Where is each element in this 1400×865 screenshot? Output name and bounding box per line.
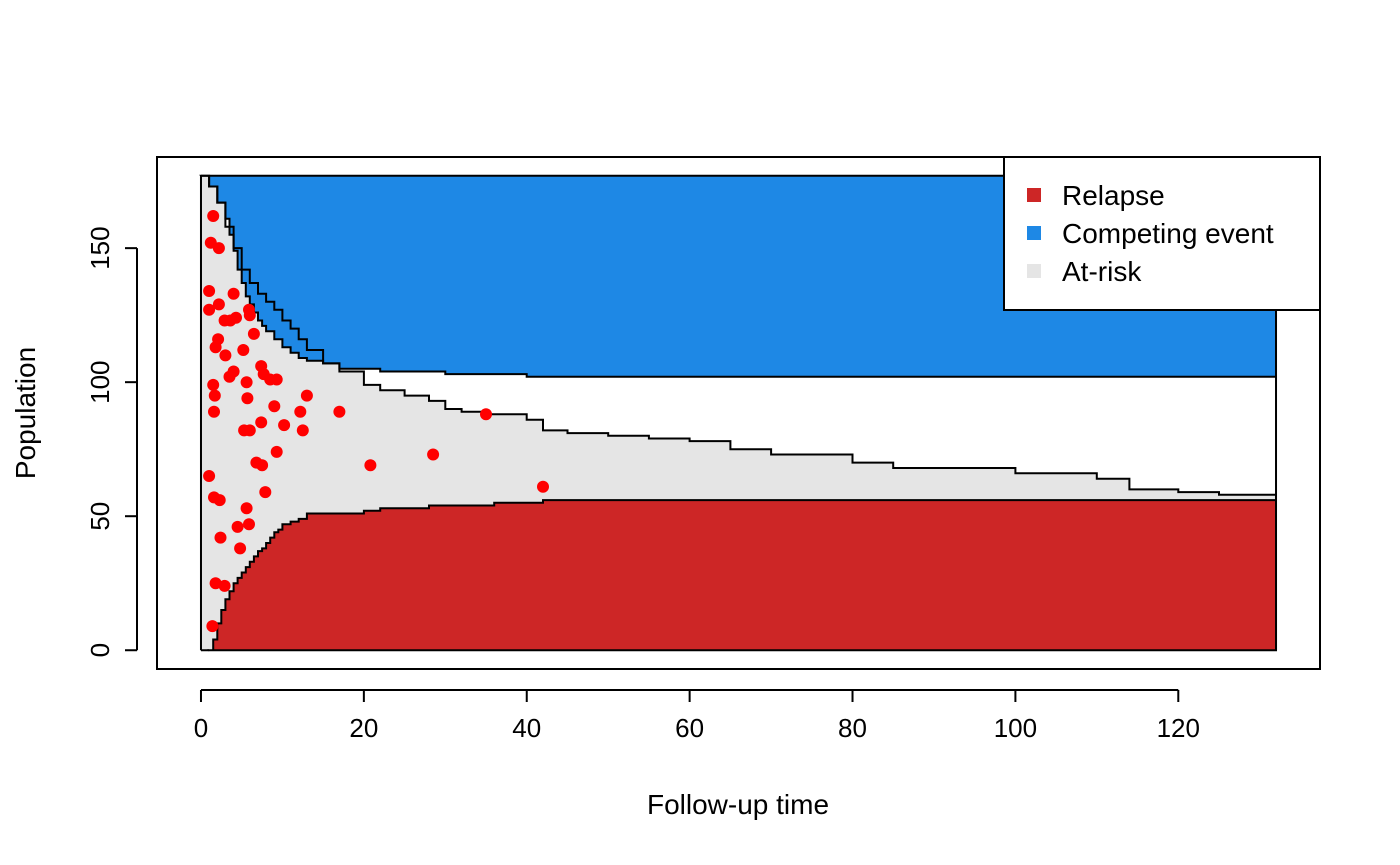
event-point (270, 373, 283, 386)
y-tick-label: 150 (85, 226, 115, 269)
event-point (203, 470, 216, 482)
event-point (243, 424, 256, 437)
x-tick-label: 20 (349, 713, 378, 743)
at-risk-curve (201, 174, 1277, 501)
event-point (212, 242, 225, 255)
event-point (207, 378, 220, 391)
event-point (256, 459, 269, 472)
event-point (223, 370, 236, 383)
event-point (427, 448, 440, 461)
event-point (278, 419, 291, 432)
event-point (270, 445, 283, 458)
y-axis-label: Population (10, 347, 41, 479)
event-point (243, 518, 255, 531)
event-point (213, 494, 226, 507)
x-tick-label: 100 (994, 713, 1037, 743)
x-tick-label: 40 (512, 713, 541, 743)
event-point (240, 376, 253, 389)
event-point (255, 416, 268, 429)
event-point (240, 502, 253, 515)
legend-label: Relapse (1062, 180, 1165, 211)
event-point (203, 285, 216, 297)
event-point (208, 389, 221, 402)
event-point (203, 303, 216, 316)
legend-label: At-risk (1062, 256, 1142, 287)
event-point (214, 531, 227, 544)
event-point (227, 287, 240, 300)
event-point (480, 408, 492, 421)
event-point (212, 298, 225, 311)
event-points (203, 210, 549, 633)
event-point (364, 459, 377, 472)
legend-swatch (1027, 264, 1041, 278)
event-point (294, 405, 307, 418)
event-point (243, 309, 256, 322)
event-point (231, 520, 244, 533)
event-point (268, 400, 281, 413)
event-point (259, 486, 272, 499)
event-point (300, 389, 313, 402)
legend-box (1003, 156, 1321, 311)
cleared-area (200, 175, 1277, 501)
legend-swatch (1027, 226, 1041, 240)
plot-frame (156, 156, 1321, 670)
event-point (209, 577, 222, 590)
axes: 0 20 40 60 80 100 120 0 50 100 150 (85, 226, 1200, 743)
event-point (296, 424, 309, 437)
event-point (218, 579, 231, 592)
event-point (237, 344, 250, 356)
y-tick-label: 100 (85, 361, 115, 404)
event-point (219, 349, 232, 362)
event-point (247, 327, 260, 340)
y-tick-label: 50 (85, 502, 115, 531)
event-point (224, 314, 237, 327)
event-point (209, 341, 222, 354)
relapse-area (207, 499, 1278, 652)
event-point (537, 480, 549, 493)
x-tick-label: 60 (675, 713, 704, 743)
x-tick-label: 0 (194, 713, 208, 743)
event-point (207, 210, 220, 222)
y-tick-label: 0 (85, 643, 115, 657)
legend-swatch (1027, 188, 1041, 202)
x-axis-label: Follow-up time (647, 789, 829, 820)
legend-label: Competing event (1062, 218, 1274, 249)
event-point (206, 620, 219, 633)
x-tick-label: 80 (838, 713, 867, 743)
legend: Relapse Competing event At-risk (1003, 156, 1321, 311)
x-tick-label: 120 (1157, 713, 1200, 743)
event-point (333, 405, 346, 418)
event-point (241, 392, 254, 405)
event-point (208, 405, 220, 418)
event-point (234, 542, 247, 555)
